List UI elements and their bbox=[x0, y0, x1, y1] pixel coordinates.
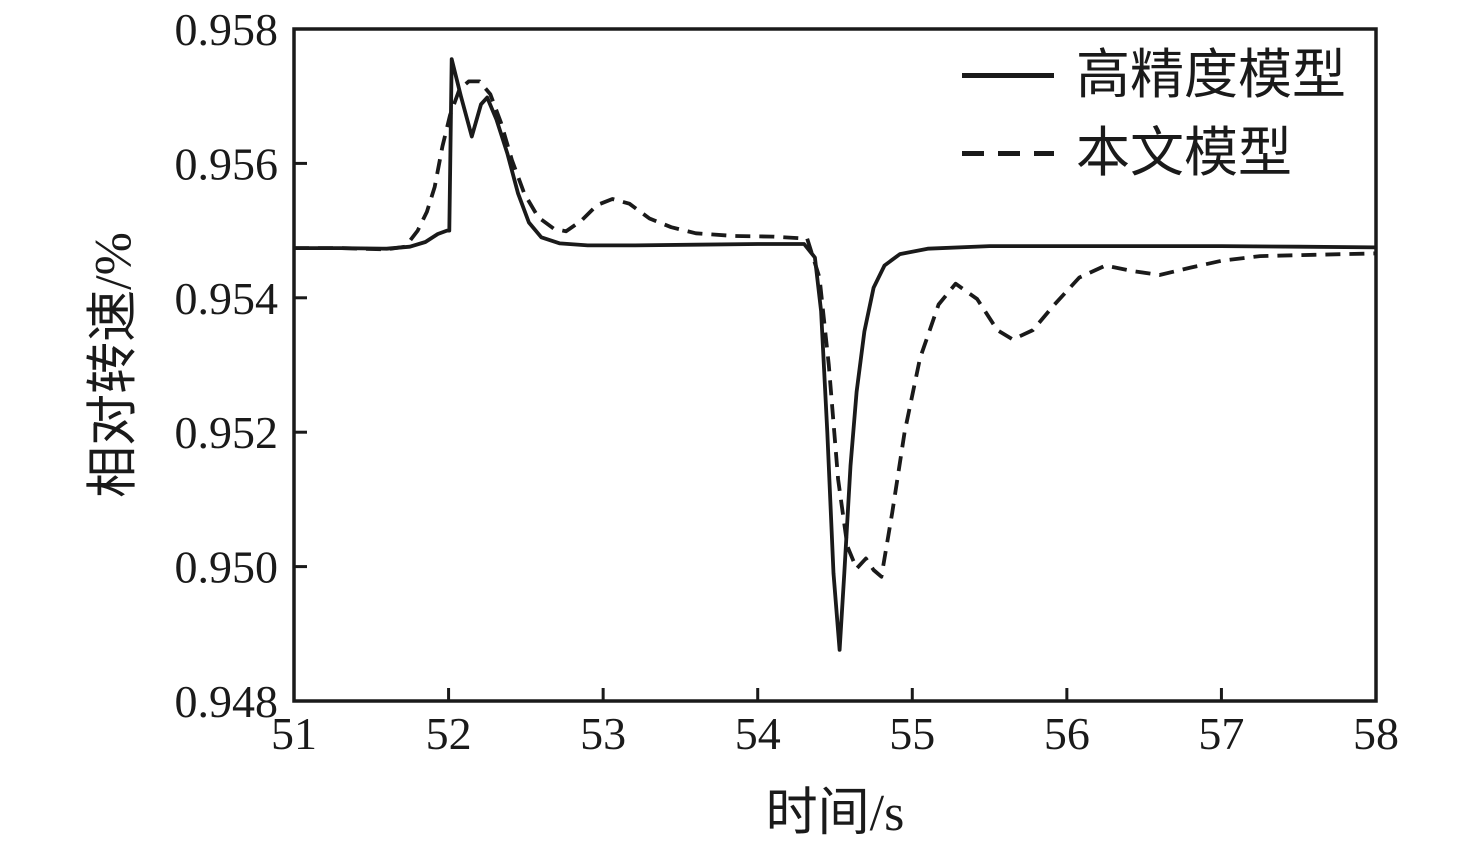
series-line-dashed bbox=[294, 79, 1377, 579]
x-tick-label: 54 bbox=[735, 708, 781, 759]
y-axis-title: 相对转速/% bbox=[85, 232, 143, 498]
y-tick-label: 0.952 bbox=[175, 407, 279, 458]
legend-label-solid: 高精度模型 bbox=[1076, 45, 1346, 105]
x-tick-label: 56 bbox=[1044, 708, 1090, 759]
x-tick-label: 55 bbox=[889, 708, 935, 759]
x-tick-label: 57 bbox=[1198, 708, 1244, 759]
y-tick-label: 0.954 bbox=[175, 273, 279, 324]
legend: 高精度模型 本文模型 bbox=[962, 44, 1346, 200]
y-tick-label: 0.956 bbox=[175, 138, 279, 189]
y-ticks bbox=[294, 161, 307, 569]
y-tick-label: 0.958 bbox=[175, 4, 279, 55]
legend-item-solid: 高精度模型 bbox=[962, 44, 1346, 106]
x-tick-label: 53 bbox=[580, 708, 626, 759]
dashed-line-sample bbox=[962, 150, 1054, 156]
solid-line-sample bbox=[962, 72, 1054, 78]
x-tick-label: 51 bbox=[271, 708, 317, 759]
plot-frame bbox=[292, 27, 1378, 703]
legend-label-dashed: 本文模型 bbox=[1076, 123, 1292, 184]
legend-item-dashed: 本文模型 bbox=[962, 122, 1346, 184]
x-tick-label: 52 bbox=[426, 708, 472, 759]
x-tick-label: 58 bbox=[1353, 708, 1399, 759]
x-ticks bbox=[447, 688, 1223, 701]
x-axis-title: 时间/s bbox=[765, 785, 905, 842]
x-tick-labels: 51 52 53 54 55 56 57 58 bbox=[271, 708, 1399, 759]
series-line-solid bbox=[294, 57, 1377, 652]
y-tick-label: 0.950 bbox=[175, 542, 279, 593]
y-tick-labels: 0.948 0.950 0.952 0.954 0.956 0.958 bbox=[175, 4, 279, 727]
y-tick-label: 0.948 bbox=[175, 676, 279, 727]
